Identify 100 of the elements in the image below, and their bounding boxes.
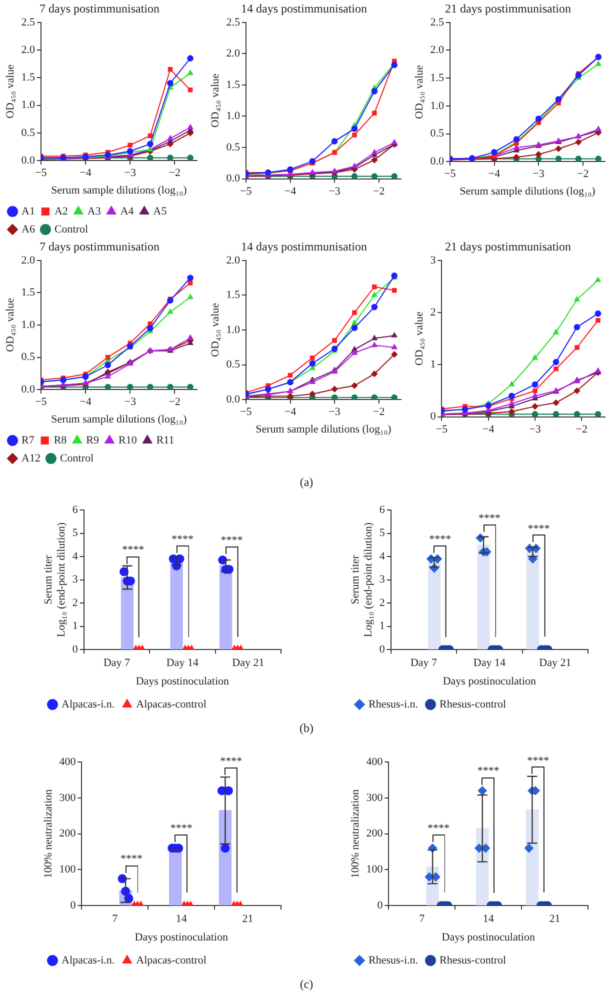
y-tick-label: 0.0 [21,154,36,166]
x-tick-label: −5 [240,406,252,418]
y-tick-label: 2.5 [430,16,444,28]
x-tick-label: −3 [328,185,341,198]
legend-label: Control [60,452,94,464]
y-tick-label: 1.0 [430,100,444,112]
y-tick-label: 1 [379,620,385,632]
x-tick-label: 21 [242,913,254,926]
x-tick-label: −4 [284,185,297,198]
legend-label: A6 [22,223,36,236]
x-tick-label: −5 [35,396,48,408]
y-tick-label: 0 [430,410,436,423]
chart-title: 7 days postimmunisation [40,239,160,254]
annotation: **** [122,544,144,556]
y-axis-title: OD₄₅₀ value [209,74,222,128]
y-tick-label: 0.5 [21,351,36,364]
y-axis-title: OD₄₅₀ value [4,64,16,118]
x-tick-label: −2 [372,406,385,418]
annotation: **** [428,822,450,835]
y-tick-label: 0.5 [226,358,240,371]
chart-title: 21 days postimmunisation [445,1,571,16]
annotation: **** [171,533,194,546]
x-tick-label: 7 [419,913,426,926]
legend-label: Alpacas-control [136,954,206,966]
x-tick-label: 7 [112,913,118,926]
y-tick-label: 1 [72,620,78,632]
x-tick-label: Day 21 [232,657,264,670]
x-tick-label: −3 [124,396,136,408]
y-tick-label: 0 [72,643,78,656]
x-axis-title: Days postinoculation [442,675,537,688]
y-tick-label: 5 [379,527,386,540]
x-tick-label: −5 [444,168,456,180]
y-tick-label: 1.0 [21,99,36,112]
x-axis-title: Days postinoculation [134,931,228,944]
y-tick-label: 0.5 [430,128,444,140]
y-tick-label: 100 [366,864,384,876]
y-tick-label: 2.0 [430,44,444,56]
annotation: **** [478,512,500,524]
x-tick-label: −3 [532,168,545,180]
x-tick-label: −2 [168,167,181,180]
chart-title: 14 days postimmunisation [241,239,367,254]
text: (a) [298,475,314,490]
y-tick-label: 1.5 [226,78,240,91]
annotation: **** [220,534,243,546]
y-tick-label: 2 [72,596,78,609]
y-tick-label: 1.5 [226,289,240,302]
y-tick-label: 1.5 [430,72,444,84]
x-tick-label: Day 7 [410,657,438,670]
legend-label: Rhesus-i.n. [368,698,418,710]
chart-title: 21 days postimmunisation [445,239,571,254]
x-tick-label: Day 14 [166,657,199,670]
x-tick-label: −4 [482,423,495,436]
y-axis-title: OD₄₅₀ value [413,64,426,119]
x-tick-label: 14 [482,913,494,926]
x-tick-label: 21 [549,913,560,926]
y-tick-label: 3 [72,574,78,586]
y-tick-label: 1.0 [226,110,240,122]
y-axis-title: Serum titer Log₁₀ (end-point dilution) [349,522,375,638]
legend-label: R9 [86,434,100,446]
x-tick-label: Day 21 [539,657,572,670]
legend-label: A3 [87,205,102,218]
y-tick-label: 6 [72,504,78,516]
y-axis-title: 100% neutralization [349,788,362,878]
y-tick-label: 0.5 [226,141,240,154]
x-tick-label: −2 [576,423,588,436]
x-axis-title: Serum sample dilutions (log₁₀) [256,423,392,436]
y-tick-label: 0 [379,643,386,656]
y-tick-label: 4 [379,550,386,562]
legend-label: A1 [22,205,35,218]
x-tick-label: −4 [284,406,297,418]
y-tick-label: 1.0 [226,324,240,336]
x-tick-label: Day 14 [473,657,506,670]
x-axis-title: Serum sample dilutions (log₁₀) [460,185,596,198]
y-tick-label: 3 [430,254,436,266]
y-tick-label: 200 [366,828,384,840]
legend-label: Rhesus-control [440,954,506,966]
text: (b) [298,721,314,736]
y-tick-label: 1 [430,358,436,371]
y-tick-label: 400 [59,756,76,768]
legend-label: R8 [54,434,68,446]
y-tick-label: 2.0 [226,254,240,266]
y-tick-label: 0.0 [430,155,444,168]
y-tick-label: 400 [366,756,384,768]
legend-label: R11 [156,434,174,446]
x-tick-label: −3 [529,423,542,436]
y-tick-label: 5 [72,527,78,540]
x-tick-label: −3 [328,406,341,418]
y-tick-label: 3 [379,574,386,586]
y-axis-title: OD₄₅₀ value [209,302,222,357]
y-tick-label: 2.0 [226,48,240,60]
x-tick-label: −2 [372,185,385,198]
x-tick-label: −4 [80,396,92,408]
y-tick-label: 0.0 [21,383,36,396]
y-tick-label: 300 [366,792,384,804]
legend-label: A5 [153,205,168,218]
y-tick-label: 300 [59,792,76,804]
x-tick-label: −5 [240,185,252,198]
y-tick-label: 200 [59,828,76,840]
y-tick-label: 0.0 [226,172,240,185]
x-tick-label: −4 [488,168,501,180]
